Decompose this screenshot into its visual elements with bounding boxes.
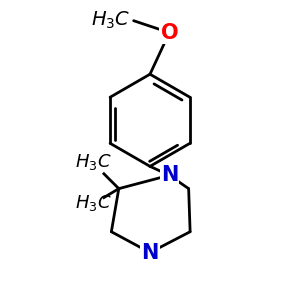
Text: $H_3C$: $H_3C$ [75, 193, 111, 213]
Text: $H_3C$: $H_3C$ [75, 152, 111, 172]
Text: $H_3C$: $H_3C$ [91, 10, 131, 32]
Text: O: O [160, 22, 178, 43]
Text: N: N [141, 242, 159, 262]
Text: N: N [160, 165, 178, 185]
